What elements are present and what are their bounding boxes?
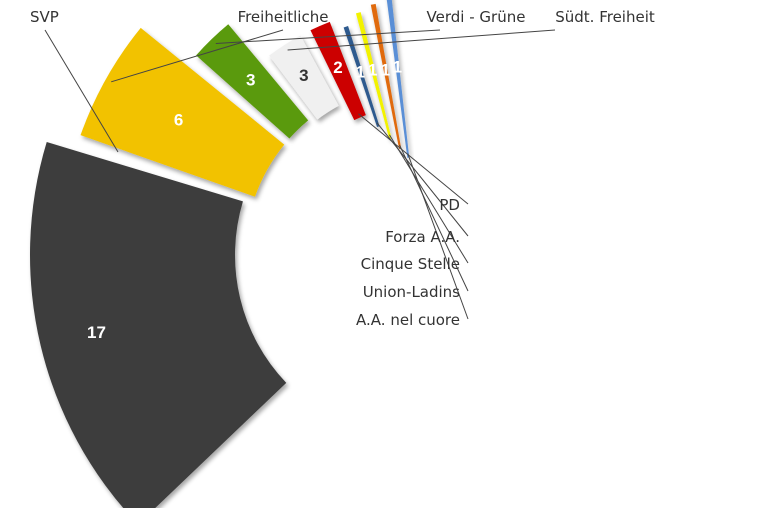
leader-line-freiheitliche [111,29,284,83]
party-label-forza-a-a: Forza A.A. [385,228,460,246]
party-label-sudt-freiheit: Südt. Freiheit [555,8,655,26]
value-label-cinque-stelle: 1 [368,60,377,79]
slice-svp [30,141,287,508]
value-label-union-ladins: 1 [381,60,390,79]
party-label-verdi-grune: Verdi - Grüne [427,8,526,26]
slice-union-ladins [370,3,402,150]
value-label-pd: 2 [333,58,342,77]
slice-forza-a-a [343,26,380,128]
party-label-a-a-nel-cuore: A.A. nel cuore [356,311,460,329]
value-label-verdi-grune: 3 [246,71,255,90]
leader-line-cinque-stelle [388,134,469,264]
party-label-cinque-stelle: Cinque Stelle [361,255,460,273]
slice-freiheitliche [80,27,285,197]
slice-sudt-freiheit [269,35,339,120]
slice-a-a-nel-cuore [386,0,410,158]
leader-line-sudt-freiheit [287,29,556,51]
party-label-svp: SVP [30,8,59,26]
leader-line-svp [44,29,119,153]
value-label-a-a-nel-cuore: 1 [393,58,402,77]
leader-line-forza-a-a [376,122,469,237]
leader-line-verdi-grune [215,29,441,44]
slices-group [30,0,410,508]
party-labels-group: SVP Freiheitliche Verdi - Grüne Südt. Freih… [30,8,655,329]
party-label-pd: PD [439,196,460,214]
party-label-union-ladins: Union-Ladins [363,283,460,301]
slice-verdi-grune [196,24,309,139]
value-label-svp: 17 [87,323,106,342]
party-label-freiheitliche: Freiheitliche [238,8,329,26]
value-label-freiheitliche: 6 [174,111,183,130]
leader-line-pd [358,113,469,205]
slice-pd [310,21,366,121]
value-label-sudt-freiheit: 3 [299,66,308,85]
leader-lines-group [44,29,556,320]
value-label-forza-a-a: 1 [356,63,365,82]
leader-line-a-a-nel-cuore [407,153,469,320]
leader-line-union-ladins [399,144,469,292]
